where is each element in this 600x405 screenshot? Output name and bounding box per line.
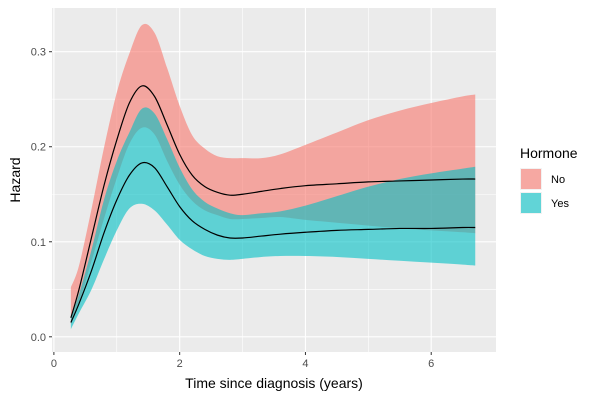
legend-label-no: No xyxy=(551,174,565,186)
x-tick-label: 0 xyxy=(51,358,57,370)
x-axis-label: Time since diagnosis (years) xyxy=(185,375,363,391)
legend-swatch-no xyxy=(521,169,541,189)
line-no xyxy=(70,85,476,318)
legend-title: Hormone xyxy=(520,145,578,161)
series-lines xyxy=(70,85,476,323)
x-tick-label: 4 xyxy=(302,358,308,370)
legend: Hormone No Yes xyxy=(520,145,578,214)
y-tick-label: 0.3 xyxy=(31,47,46,59)
legend-swatch-yes xyxy=(521,193,541,213)
line-yes xyxy=(70,161,476,323)
x-tick-label: 2 xyxy=(177,358,183,370)
y-tick-label: 0.2 xyxy=(31,142,46,154)
x-axis: 0 2 4 6 xyxy=(51,352,434,370)
x-tick-label: 6 xyxy=(428,358,434,370)
y-axis-label: Hazard xyxy=(7,157,23,202)
band-yes xyxy=(70,107,476,330)
y-tick-label: 0.0 xyxy=(31,332,46,344)
confidence-bands xyxy=(70,23,476,330)
y-axis: 0.0 0.1 0.2 0.3 xyxy=(31,47,52,344)
y-tick-label: 0.1 xyxy=(31,237,46,249)
legend-label-yes: Yes xyxy=(551,198,569,210)
band-no xyxy=(70,23,476,325)
